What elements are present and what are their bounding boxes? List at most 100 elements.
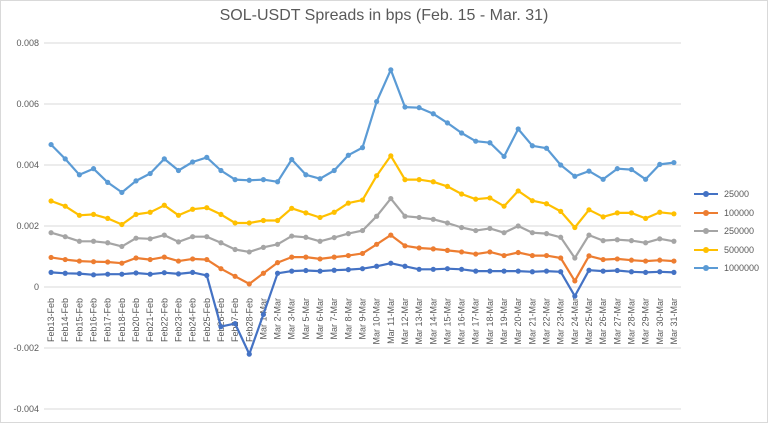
data-point xyxy=(190,269,196,275)
data-point xyxy=(529,269,535,275)
data-point xyxy=(147,256,153,263)
data-point xyxy=(572,173,578,179)
data-point xyxy=(529,198,535,204)
x-tick-label: Mar 27-Mar xyxy=(612,298,622,345)
data-point xyxy=(105,179,111,185)
y-tick-label: 0 xyxy=(34,282,39,292)
data-point xyxy=(374,263,380,269)
data-point xyxy=(246,249,252,255)
data-point xyxy=(161,254,167,260)
data-point xyxy=(345,200,351,206)
data-point xyxy=(90,259,97,265)
x-tick-label: Mar 28-Mar xyxy=(626,298,636,345)
x-tick-label: Feb25-Feb xyxy=(202,298,212,342)
data-point xyxy=(628,166,635,173)
data-point xyxy=(643,176,649,182)
x-tick-label: Mar 9-Mar xyxy=(358,298,368,340)
data-point xyxy=(161,232,167,238)
data-point xyxy=(416,266,422,272)
data-point xyxy=(303,172,309,178)
data-point xyxy=(487,249,493,255)
data-point xyxy=(572,224,578,231)
data-point xyxy=(133,178,139,184)
legend-swatch xyxy=(694,209,718,217)
x-tick-label: Feb23-Feb xyxy=(173,298,183,342)
data-point xyxy=(388,260,394,266)
data-point xyxy=(444,183,451,189)
y-tick-label: -0.004 xyxy=(13,404,39,414)
legend-swatch xyxy=(694,227,718,235)
data-point xyxy=(359,250,366,257)
data-point xyxy=(303,210,309,216)
data-point xyxy=(515,126,521,132)
data-point xyxy=(600,268,606,274)
data-point xyxy=(62,203,68,209)
data-point xyxy=(515,188,521,194)
data-point xyxy=(105,259,111,265)
data-point xyxy=(62,234,68,240)
y-tick-label: -0.002 xyxy=(13,343,39,353)
data-point xyxy=(614,166,620,172)
data-point xyxy=(232,177,238,183)
data-point xyxy=(402,243,408,249)
data-point xyxy=(147,271,153,277)
legend-swatch xyxy=(694,246,718,254)
x-tick-label: Mar 13-Mar xyxy=(414,298,424,345)
data-point xyxy=(105,271,111,277)
data-point xyxy=(359,227,366,234)
data-point xyxy=(303,267,309,274)
data-point xyxy=(232,321,238,327)
data-point xyxy=(274,270,281,276)
data-point xyxy=(416,177,422,183)
data-point xyxy=(175,212,182,218)
legend-label: 500000 xyxy=(724,244,755,255)
data-point xyxy=(657,209,663,215)
x-tick-label: Mar 22-Mar xyxy=(542,298,552,345)
data-point xyxy=(161,156,167,162)
data-point xyxy=(600,256,606,263)
data-point xyxy=(119,260,125,266)
legend-item: 1000000 xyxy=(694,259,759,278)
data-point xyxy=(232,246,238,253)
x-tick-label: Feb13-Feb xyxy=(46,298,56,342)
y-tick-label: 0.006 xyxy=(16,99,39,109)
data-point xyxy=(317,268,323,274)
x-tick-label: Feb16-Feb xyxy=(89,298,99,342)
data-point xyxy=(274,241,281,247)
data-point xyxy=(161,202,167,208)
x-tick-label: Mar 5-Mar xyxy=(301,298,311,340)
data-point xyxy=(586,207,592,213)
data-point xyxy=(374,173,380,179)
data-point xyxy=(119,221,125,228)
data-point xyxy=(161,270,167,276)
data-point xyxy=(586,232,592,238)
data-point xyxy=(105,240,111,246)
data-point xyxy=(374,98,380,105)
x-tick-label: Feb22-Feb xyxy=(159,298,169,342)
data-point xyxy=(175,239,182,245)
data-point xyxy=(671,238,677,244)
data-point xyxy=(572,255,578,261)
data-point xyxy=(133,211,139,218)
x-tick-label: Mar 11-Mar xyxy=(386,298,396,344)
data-point xyxy=(430,266,436,272)
data-point xyxy=(501,203,507,209)
data-point xyxy=(274,179,281,185)
x-tick-label: Feb18-Feb xyxy=(117,298,127,342)
data-point xyxy=(558,208,564,214)
data-point xyxy=(190,159,196,165)
data-point xyxy=(416,105,422,111)
data-point xyxy=(260,177,267,183)
data-point xyxy=(317,256,323,262)
data-point xyxy=(147,236,153,242)
x-tick-label: Feb28-Feb xyxy=(244,298,254,342)
data-point xyxy=(600,238,606,244)
legend-label: 25000 xyxy=(724,189,750,200)
data-point xyxy=(558,255,564,261)
data-point xyxy=(473,268,479,274)
data-point xyxy=(260,270,267,276)
series-25000 xyxy=(48,260,677,357)
data-point xyxy=(175,271,182,277)
legend-swatch xyxy=(694,264,718,272)
data-point xyxy=(501,268,507,274)
